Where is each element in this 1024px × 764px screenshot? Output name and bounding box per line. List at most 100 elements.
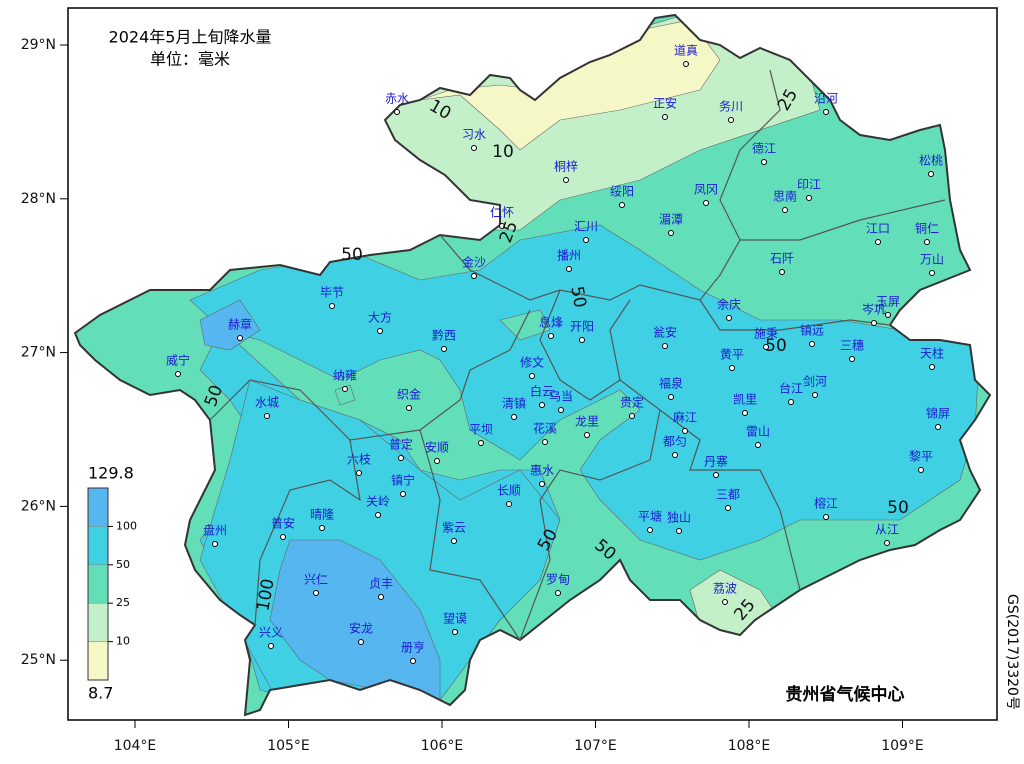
city-marker (478, 440, 484, 446)
city-name: 镇远 (800, 324, 824, 338)
city-name: 天柱 (920, 346, 944, 361)
city-name: 三都 (716, 488, 740, 502)
city-name: 金沙 (462, 255, 486, 270)
city-name: 安顺 (425, 440, 449, 455)
city-marker (441, 346, 447, 352)
city-name: 普安 (271, 516, 295, 531)
city-marker (884, 540, 890, 546)
lon-tick-label: 109°E (881, 738, 924, 754)
city-marker (729, 365, 735, 371)
city-name: 桐梓 (554, 159, 578, 174)
credit: 贵州省气候中心 (786, 684, 905, 705)
city-name: 凤冈 (694, 183, 718, 197)
city-name: 开阳 (570, 320, 594, 334)
city-name: 盘州 (203, 523, 227, 538)
city-name: 织金 (397, 387, 421, 402)
legend-swatch (87, 602, 109, 642)
precip-zone (199, 299, 261, 351)
city-marker (929, 364, 935, 370)
city-marker (539, 481, 545, 487)
city-marker (885, 312, 891, 318)
city-marker (583, 237, 589, 243)
city-marker (676, 528, 682, 534)
city-name: 赤水 (385, 92, 409, 106)
city-marker (722, 599, 728, 605)
city-name: 关岭 (366, 495, 390, 509)
city-marker (378, 594, 384, 600)
city-name: 惠水 (530, 464, 554, 478)
city-marker (542, 439, 548, 445)
city-marker (579, 337, 585, 343)
city-name: 湄潭 (659, 213, 683, 227)
city-marker (406, 405, 412, 411)
city-marker (918, 467, 924, 473)
city-marker (452, 629, 458, 635)
city-name: 修文 (520, 355, 544, 370)
city-marker (668, 230, 674, 236)
city-marker (682, 428, 688, 434)
city-marker (584, 432, 590, 438)
city-marker (782, 207, 788, 213)
city-marker (555, 590, 561, 596)
city-name: 余庆 (717, 297, 741, 312)
approval-number: GS(2017)3320号 (1004, 594, 1020, 710)
city-marker (563, 177, 569, 183)
city-marker (356, 470, 362, 476)
city-name: 务川 (719, 99, 743, 114)
city-name: 息烽 (539, 315, 563, 330)
city-name: 罗甸 (546, 573, 570, 587)
legend-min: 8.7 (88, 684, 113, 703)
city-name: 纳雍 (333, 368, 357, 383)
city-marker (929, 270, 935, 276)
city-marker (812, 392, 818, 398)
precip-zone (499, 309, 551, 341)
prefecture-borders (209, 69, 946, 641)
legend-tick-label: 100 (116, 519, 137, 532)
city-marker (342, 386, 348, 392)
contour-label: 50 (341, 245, 363, 265)
legend-swatch (87, 564, 109, 604)
city-name: 平坝 (469, 423, 493, 437)
city-name: 玉屏 (876, 295, 900, 309)
city-name: 凯里 (733, 393, 757, 407)
city-marker (280, 534, 286, 540)
city-name: 六枝 (347, 452, 371, 467)
city-marker (529, 373, 535, 379)
city-marker (619, 202, 625, 208)
city-marker (662, 114, 668, 120)
city-marker (212, 541, 218, 547)
city-marker (924, 239, 930, 245)
legend-tick-label: 10 (116, 635, 130, 648)
contour-label: 10 (492, 142, 514, 162)
city-marker (410, 658, 416, 664)
city-name: 雷山 (746, 425, 770, 439)
city-name: 毕节 (320, 286, 344, 300)
city-name: 威宁 (166, 353, 190, 368)
city-marker (629, 413, 635, 419)
lon-tick-label: 108°E (728, 738, 771, 754)
city-marker (319, 525, 325, 531)
city-name: 石阡 (770, 251, 794, 266)
city-name: 松桃 (919, 153, 943, 168)
lat-tick-label: 25°N (21, 652, 56, 668)
city-marker (471, 145, 477, 151)
city-name: 黔西 (432, 328, 456, 343)
city-name: 乌当 (549, 389, 573, 404)
city-marker (668, 394, 674, 400)
city-name: 道真 (674, 44, 698, 58)
city-name: 赫章 (228, 317, 252, 332)
city-marker (726, 315, 732, 321)
city-name: 兴义 (259, 626, 283, 640)
city-marker (548, 333, 554, 339)
city-name: 册亨 (401, 640, 425, 655)
city-marker (506, 501, 512, 507)
legend-swatch (87, 526, 109, 566)
city-marker (566, 266, 572, 272)
lat-tick-label: 27°N (21, 345, 56, 361)
city-marker (539, 402, 545, 408)
city-marker (377, 328, 383, 334)
city-name: 瓮安 (653, 325, 677, 340)
city-marker (823, 109, 829, 115)
city-name: 白云 (530, 384, 554, 399)
